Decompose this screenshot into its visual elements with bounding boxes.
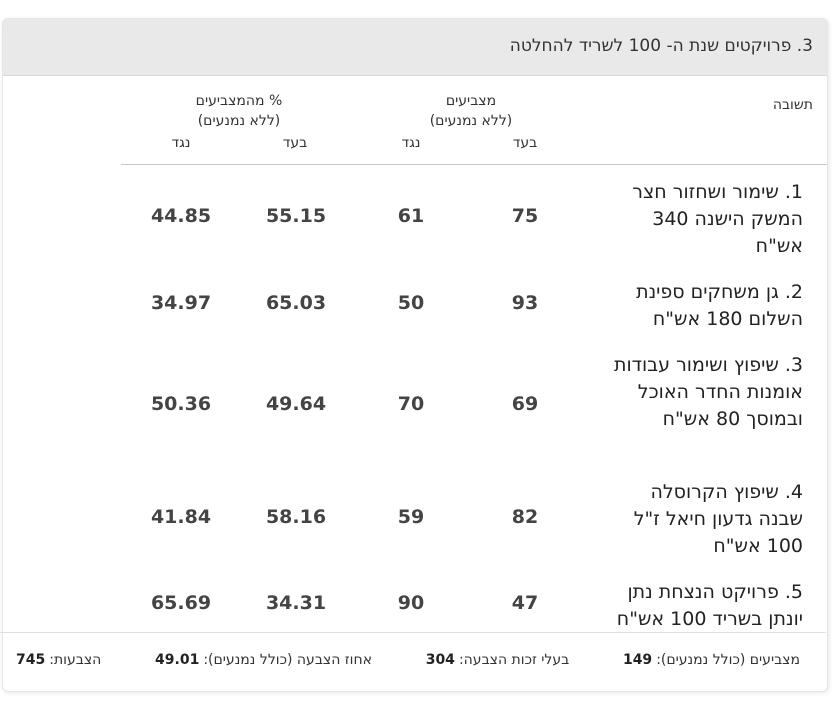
pct-for-value: 58.16 (265, 506, 327, 528)
turnout-summary-value: 49.01 (155, 652, 200, 668)
votes-summary: הצבעות:745 (16, 652, 101, 668)
voters-summary: מצביעים (כולל נמנעים):149 (623, 652, 800, 668)
answer-label: 2. גן משחקים ספינת השלום 180 אש"ח (636, 281, 803, 330)
eligible-summary-label: בעלי זכות הצבעה: (458, 652, 570, 668)
pct-for-value: 55.15 (265, 205, 327, 227)
pct-against-subheader: נגד (171, 135, 191, 151)
voters-summary-label: מצביעים (כולל נמנעים): (656, 652, 800, 668)
footer-divider (0, 632, 826, 633)
card-header: 3. פרויקטים שנת ה- 100 לשריד להחלטה (3, 19, 827, 76)
answer-label: 1. שימור ושחזור חצר המשק הישנה 340 אש"ח (632, 181, 803, 257)
question-title: 3. פרויקטים שנת ה- 100 לשריד להחלטה (509, 36, 813, 56)
votes-against-value: 70 (397, 393, 425, 415)
pct-for-subheader: בעד (282, 135, 308, 151)
vote-summary-footer: מצביעים (כולל נמנעים):149 בעלי זכות הצבע… (16, 652, 800, 668)
votes-for-value: 93 (511, 292, 539, 314)
votes-against-subheader: נגד (401, 135, 421, 151)
voters-header-label: מצביעים (445, 93, 497, 109)
percent-header-sub: (ללא נמנעים) (197, 113, 281, 129)
answer-column-header: תשובה (772, 97, 813, 113)
pct-against-value: 50.36 (150, 393, 212, 415)
votes-against-value: 61 (397, 205, 425, 227)
pct-against-value: 34.97 (150, 292, 212, 314)
votes-for-value: 47 (511, 592, 539, 614)
turnout-summary: אחוז הצבעה (כולל נמנעים):49.01 (155, 652, 372, 668)
results-card: 3. פרויקטים שנת ה- 100 לשריד להחלטה תשוב… (2, 18, 828, 692)
pct-against-value: 44.85 (150, 205, 212, 227)
answer-label: 5. פרויקט הנצחת נתן יונתן בשריד 100 אש"ח (616, 581, 803, 630)
header-divider (121, 164, 827, 165)
pct-against-value: 41.84 (150, 506, 212, 528)
answer-label: 4. שיפוץ הקרוסלה שבנה גדעון חיאל ז"ל 100… (633, 481, 803, 557)
votes-against-value: 50 (397, 292, 425, 314)
voters-column-header: מצביעים (ללא נמנעים) (391, 91, 551, 131)
votes-against-value: 90 (397, 592, 425, 614)
votes-summary-label: הצבעות: (49, 652, 102, 668)
votes-against-value: 59 (397, 506, 425, 528)
voters-header-sub: (ללא נמנעים) (429, 113, 513, 129)
pct-for-value: 65.03 (265, 292, 327, 314)
votes-for-value: 69 (511, 393, 539, 415)
votes-summary-value: 745 (16, 652, 46, 668)
pct-against-value: 65.69 (150, 592, 212, 614)
turnout-summary-label: אחוז הצבעה (כולל נמנעים): (203, 652, 372, 668)
eligible-summary-value: 304 (425, 652, 455, 668)
votes-for-value: 82 (511, 506, 539, 528)
answer-label: 3. שיפוץ ושימור עבודות אומנות החדר האוכל… (613, 354, 803, 430)
pct-for-value: 34.31 (265, 592, 327, 614)
eligible-summary: בעלי זכות הצבעה:304 (426, 652, 570, 668)
percent-header-label: % מהמצביעים (195, 93, 283, 109)
votes-for-value: 75 (511, 205, 539, 227)
pct-for-value: 49.64 (265, 393, 327, 415)
percent-column-header: % מהמצביעים (ללא נמנעים) (159, 91, 319, 131)
votes-for-subheader: בעד (512, 135, 538, 151)
voters-summary-value: 149 (622, 652, 653, 668)
